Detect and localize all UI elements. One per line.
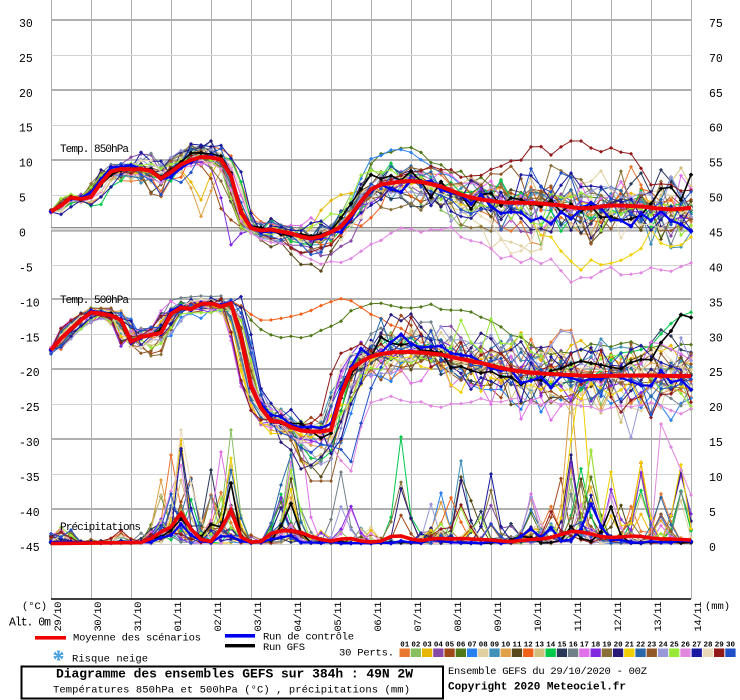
svg-text:12: 12: [524, 642, 534, 650]
svg-text:Températures 850hPa et 500hPa: Températures 850hPa et 500hPa (°C) , pré…: [53, 685, 410, 697]
svg-text:08/11: 08/11: [453, 602, 465, 632]
svg-text:17: 17: [580, 642, 589, 650]
svg-text:29/10: 29/10: [53, 602, 65, 632]
svg-text:(°C): (°C): [22, 601, 47, 613]
svg-text:45: 45: [709, 228, 723, 241]
svg-text:20: 20: [19, 88, 33, 101]
svg-text:75: 75: [709, 18, 723, 31]
svg-text:30: 30: [19, 18, 33, 31]
svg-text:Alt. 0m: Alt. 0m: [9, 617, 51, 630]
svg-text:10: 10: [501, 642, 511, 650]
svg-text:0: 0: [19, 228, 26, 241]
svg-text:14/11: 14/11: [693, 602, 705, 632]
svg-text:-5: -5: [19, 262, 33, 275]
svg-text:01: 01: [400, 642, 410, 650]
svg-text:12/11: 12/11: [613, 602, 625, 632]
svg-text:0: 0: [709, 542, 716, 555]
svg-text:06/11: 06/11: [373, 602, 385, 632]
svg-text:14: 14: [546, 642, 556, 650]
svg-text:28: 28: [703, 642, 713, 650]
svg-text:02/11: 02/11: [213, 602, 225, 632]
svg-text:10: 10: [709, 472, 723, 485]
svg-text:50: 50: [709, 193, 723, 206]
svg-text:16: 16: [569, 642, 579, 650]
svg-text:31/10: 31/10: [133, 602, 145, 632]
svg-text:01/11: 01/11: [173, 602, 185, 632]
svg-text:04: 04: [434, 642, 444, 650]
svg-text:18: 18: [591, 642, 601, 650]
svg-text:10: 10: [19, 158, 33, 171]
svg-text:11: 11: [512, 642, 522, 650]
svg-text:11/11: 11/11: [573, 602, 585, 632]
svg-text:Ensemble GEFS du 29/10/2020 -: Ensemble GEFS du 29/10/2020 - 00Z: [448, 666, 647, 678]
svg-text:30: 30: [726, 642, 736, 650]
svg-text:Run GFS: Run GFS: [263, 642, 305, 654]
svg-text:13/11: 13/11: [653, 602, 665, 632]
svg-text:13: 13: [535, 642, 545, 650]
svg-text:25: 25: [709, 367, 723, 380]
svg-text:Run de contrôle: Run de contrôle: [263, 632, 354, 644]
svg-text:27: 27: [692, 642, 701, 650]
svg-text:07/11: 07/11: [413, 602, 425, 632]
svg-text:25: 25: [670, 642, 680, 650]
svg-text:Diagramme des ensembles GEFS s: Diagramme des ensembles GEFS sur 384h : …: [56, 667, 413, 682]
svg-text:29: 29: [715, 642, 725, 650]
svg-text:05: 05: [445, 642, 455, 650]
svg-text:5: 5: [19, 193, 26, 206]
svg-text:10/11: 10/11: [533, 602, 545, 632]
svg-text:24: 24: [659, 642, 669, 650]
svg-text:15: 15: [709, 437, 723, 450]
svg-text:15: 15: [557, 642, 567, 650]
svg-text:65: 65: [709, 88, 723, 101]
svg-text:Copyright 2020 Meteociel.fr: Copyright 2020 Meteociel.fr: [448, 682, 626, 694]
svg-text:-20: -20: [19, 367, 40, 380]
svg-text:25: 25: [19, 53, 33, 66]
svg-text:03/11: 03/11: [253, 602, 265, 632]
svg-text:40: 40: [709, 262, 723, 275]
svg-text:02: 02: [411, 642, 421, 650]
svg-text:21: 21: [625, 642, 635, 650]
svg-text:22: 22: [636, 642, 646, 650]
svg-text:-45: -45: [19, 542, 40, 555]
svg-text:Risque neige: Risque neige: [72, 654, 148, 666]
svg-text:-10: -10: [19, 297, 40, 310]
svg-text:07: 07: [468, 642, 477, 650]
svg-text:20: 20: [709, 402, 723, 415]
svg-text:19: 19: [602, 642, 612, 650]
svg-text:30: 30: [709, 332, 723, 345]
svg-text:30/10: 30/10: [93, 602, 105, 632]
svg-text:26: 26: [681, 642, 691, 650]
svg-text:09/11: 09/11: [493, 602, 505, 632]
svg-text:05/11: 05/11: [333, 602, 345, 632]
svg-text:Moyenne des scénarios: Moyenne des scénarios: [73, 633, 201, 645]
svg-text:09: 09: [490, 642, 500, 650]
svg-text:03: 03: [423, 642, 433, 650]
svg-text:Précipitations: Précipitations: [60, 522, 141, 534]
svg-text:Temp. 500hPa: Temp. 500hPa: [60, 295, 129, 307]
svg-text:-35: -35: [19, 472, 40, 485]
svg-text:30 Perts.: 30 Perts.: [339, 648, 394, 660]
svg-text:20: 20: [614, 642, 624, 650]
svg-text:04/11: 04/11: [293, 602, 305, 632]
svg-text:55: 55: [709, 158, 723, 171]
svg-text:06: 06: [456, 642, 466, 650]
svg-text:(mm): (mm): [705, 601, 730, 613]
svg-text:-30: -30: [19, 437, 40, 450]
svg-text:08: 08: [479, 642, 489, 650]
svg-text:Temp. 850hPa: Temp. 850hPa: [60, 144, 129, 156]
svg-text:23: 23: [647, 642, 657, 650]
svg-text:-15: -15: [19, 332, 40, 345]
svg-text:60: 60: [709, 123, 723, 136]
svg-text:-25: -25: [19, 402, 40, 415]
svg-text:70: 70: [709, 53, 723, 66]
svg-text:-40: -40: [19, 507, 40, 520]
svg-text:35: 35: [709, 297, 723, 310]
svg-text:15: 15: [19, 123, 33, 136]
svg-text:5: 5: [709, 507, 716, 520]
